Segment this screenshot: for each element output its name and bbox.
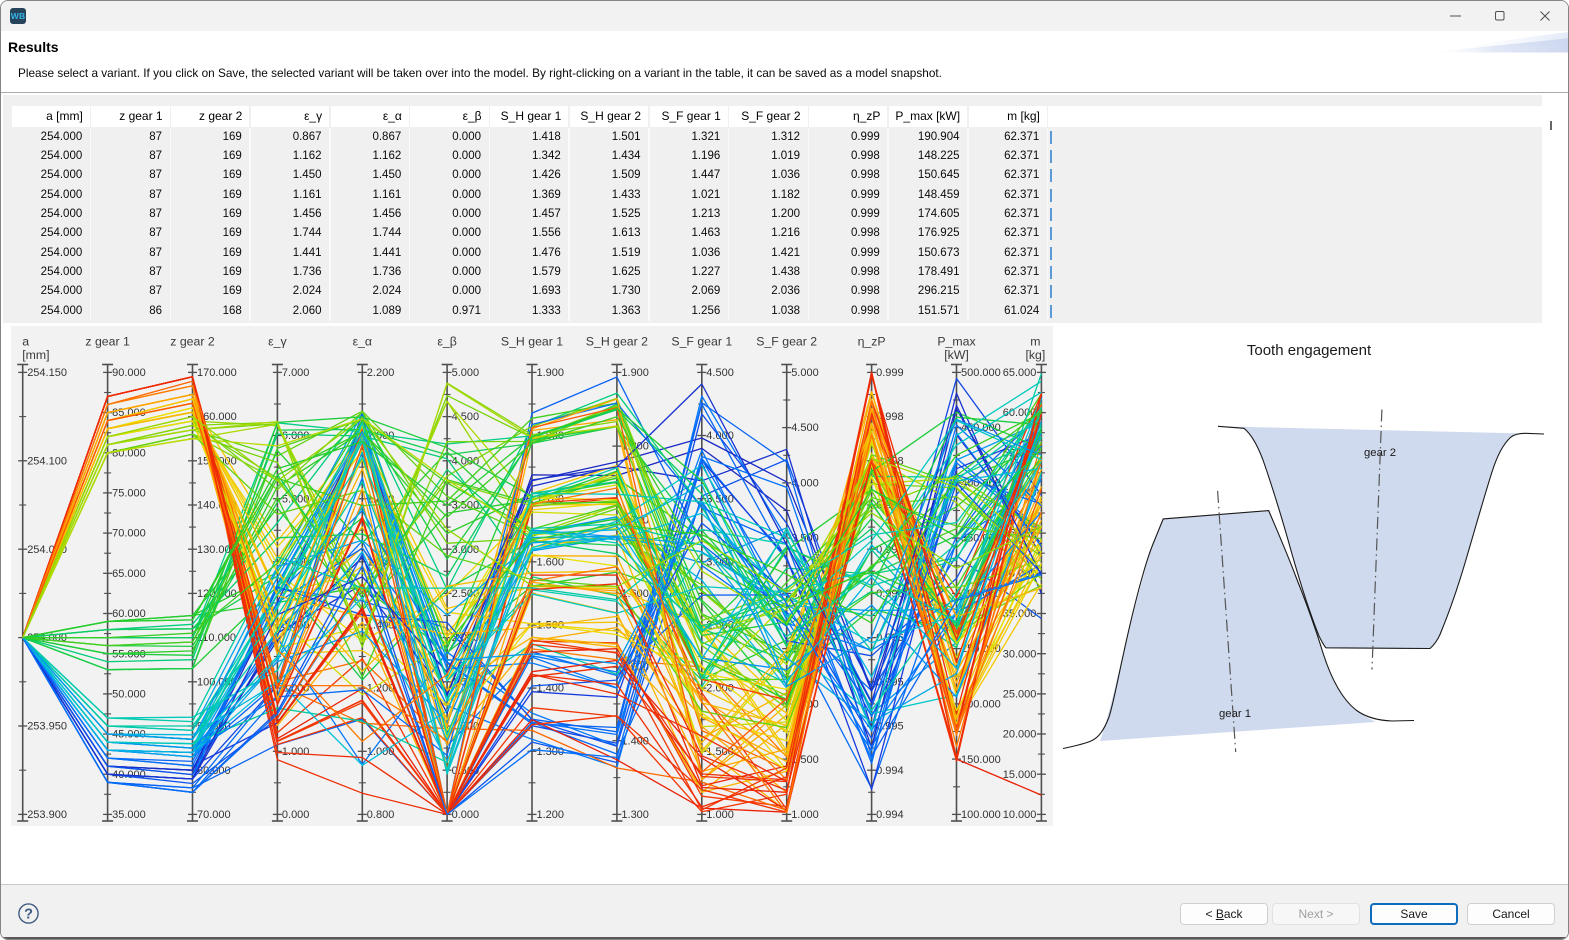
svg-text:20.000: 20.000 [1003, 729, 1037, 741]
svg-text:gear 1: gear 1 [1219, 708, 1251, 720]
svg-text:0.994: 0.994 [876, 809, 904, 821]
svg-text:3.000: 3.000 [452, 544, 480, 556]
svg-text:90.000: 90.000 [112, 367, 146, 379]
svg-text:65.000: 65.000 [1003, 367, 1037, 379]
svg-text:1.000: 1.000 [706, 809, 734, 821]
svg-text:4.500: 4.500 [791, 422, 819, 434]
svg-text:65.000: 65.000 [112, 568, 146, 580]
svg-text:5.000: 5.000 [791, 367, 819, 379]
svg-text:ε_β: ε_β [437, 335, 456, 349]
svg-text:z gear 2: z gear 2 [170, 335, 215, 349]
svg-text:S_H gear 1: S_H gear 1 [501, 335, 563, 349]
svg-text:z gear 1: z gear 1 [85, 335, 130, 349]
svg-text:1.200: 1.200 [537, 809, 565, 821]
svg-text:1.300: 1.300 [621, 809, 649, 821]
svg-text:0.000: 0.000 [282, 809, 310, 821]
svg-text:2.200: 2.200 [367, 367, 395, 379]
svg-text:P_max: P_max [937, 335, 976, 349]
svg-text:4.500: 4.500 [452, 411, 480, 423]
svg-text:100.000: 100.000 [961, 809, 1001, 821]
svg-text:4.000: 4.000 [452, 455, 480, 467]
svg-text:254.100: 254.100 [27, 455, 67, 467]
svg-text:5.000: 5.000 [452, 367, 480, 379]
svg-text:10.000: 10.000 [1003, 809, 1037, 821]
svg-text:Tooth engagement: Tooth engagement [1247, 342, 1372, 359]
svg-text:35.000: 35.000 [1003, 608, 1037, 620]
svg-text:0.999: 0.999 [876, 367, 904, 379]
svg-text:[kW]: [kW] [944, 348, 969, 362]
svg-text:25.000: 25.000 [1003, 689, 1037, 701]
svg-text:S_F gear 2: S_F gear 2 [756, 335, 817, 349]
svg-text:S_F gear 1: S_F gear 1 [671, 335, 732, 349]
svg-text:0.000: 0.000 [452, 809, 480, 821]
svg-text:0.800: 0.800 [367, 809, 395, 821]
svg-text:253.900: 253.900 [27, 809, 67, 821]
svg-text:2.500: 2.500 [452, 588, 480, 600]
svg-text:130.000: 130.000 [197, 544, 237, 556]
svg-text:1.600: 1.600 [537, 556, 565, 568]
svg-text:[kg]: [kg] [1025, 348, 1045, 362]
svg-text:170.000: 170.000 [197, 367, 237, 379]
svg-text:4.500: 4.500 [706, 367, 734, 379]
svg-text:35.000: 35.000 [112, 809, 146, 821]
svg-text:75.000: 75.000 [112, 488, 146, 500]
svg-text:1.000: 1.000 [282, 746, 310, 758]
svg-text:253.950: 253.950 [27, 721, 67, 733]
svg-text:7.000: 7.000 [282, 367, 310, 379]
svg-text:?: ? [24, 906, 33, 922]
svg-text:1.900: 1.900 [621, 367, 649, 379]
svg-text:70.000: 70.000 [112, 528, 146, 540]
svg-text:30.000: 30.000 [1003, 648, 1037, 660]
svg-text:60.000: 60.000 [112, 608, 146, 620]
svg-text:a: a [22, 335, 29, 349]
svg-text:gear 2: gear 2 [1364, 447, 1396, 459]
svg-text:ε_α: ε_α [353, 335, 372, 349]
svg-text:15.000: 15.000 [1003, 769, 1037, 781]
svg-text:η_zP: η_zP [858, 335, 886, 349]
svg-text:254.150: 254.150 [27, 367, 67, 379]
svg-text:[mm]: [mm] [22, 348, 49, 362]
svg-text:160.000: 160.000 [197, 411, 237, 423]
svg-text:150.000: 150.000 [961, 754, 1001, 766]
svg-text:50.000: 50.000 [112, 689, 146, 701]
svg-text:ε_γ: ε_γ [268, 335, 287, 349]
svg-text:500.000: 500.000 [961, 367, 1001, 379]
svg-text:0.994: 0.994 [876, 765, 904, 777]
svg-text:S_H gear 2: S_H gear 2 [586, 335, 648, 349]
svg-text:m: m [1030, 335, 1040, 349]
svg-text:70.000: 70.000 [197, 809, 231, 821]
svg-text:1.000: 1.000 [791, 809, 819, 821]
svg-text:1.900: 1.900 [537, 367, 565, 379]
